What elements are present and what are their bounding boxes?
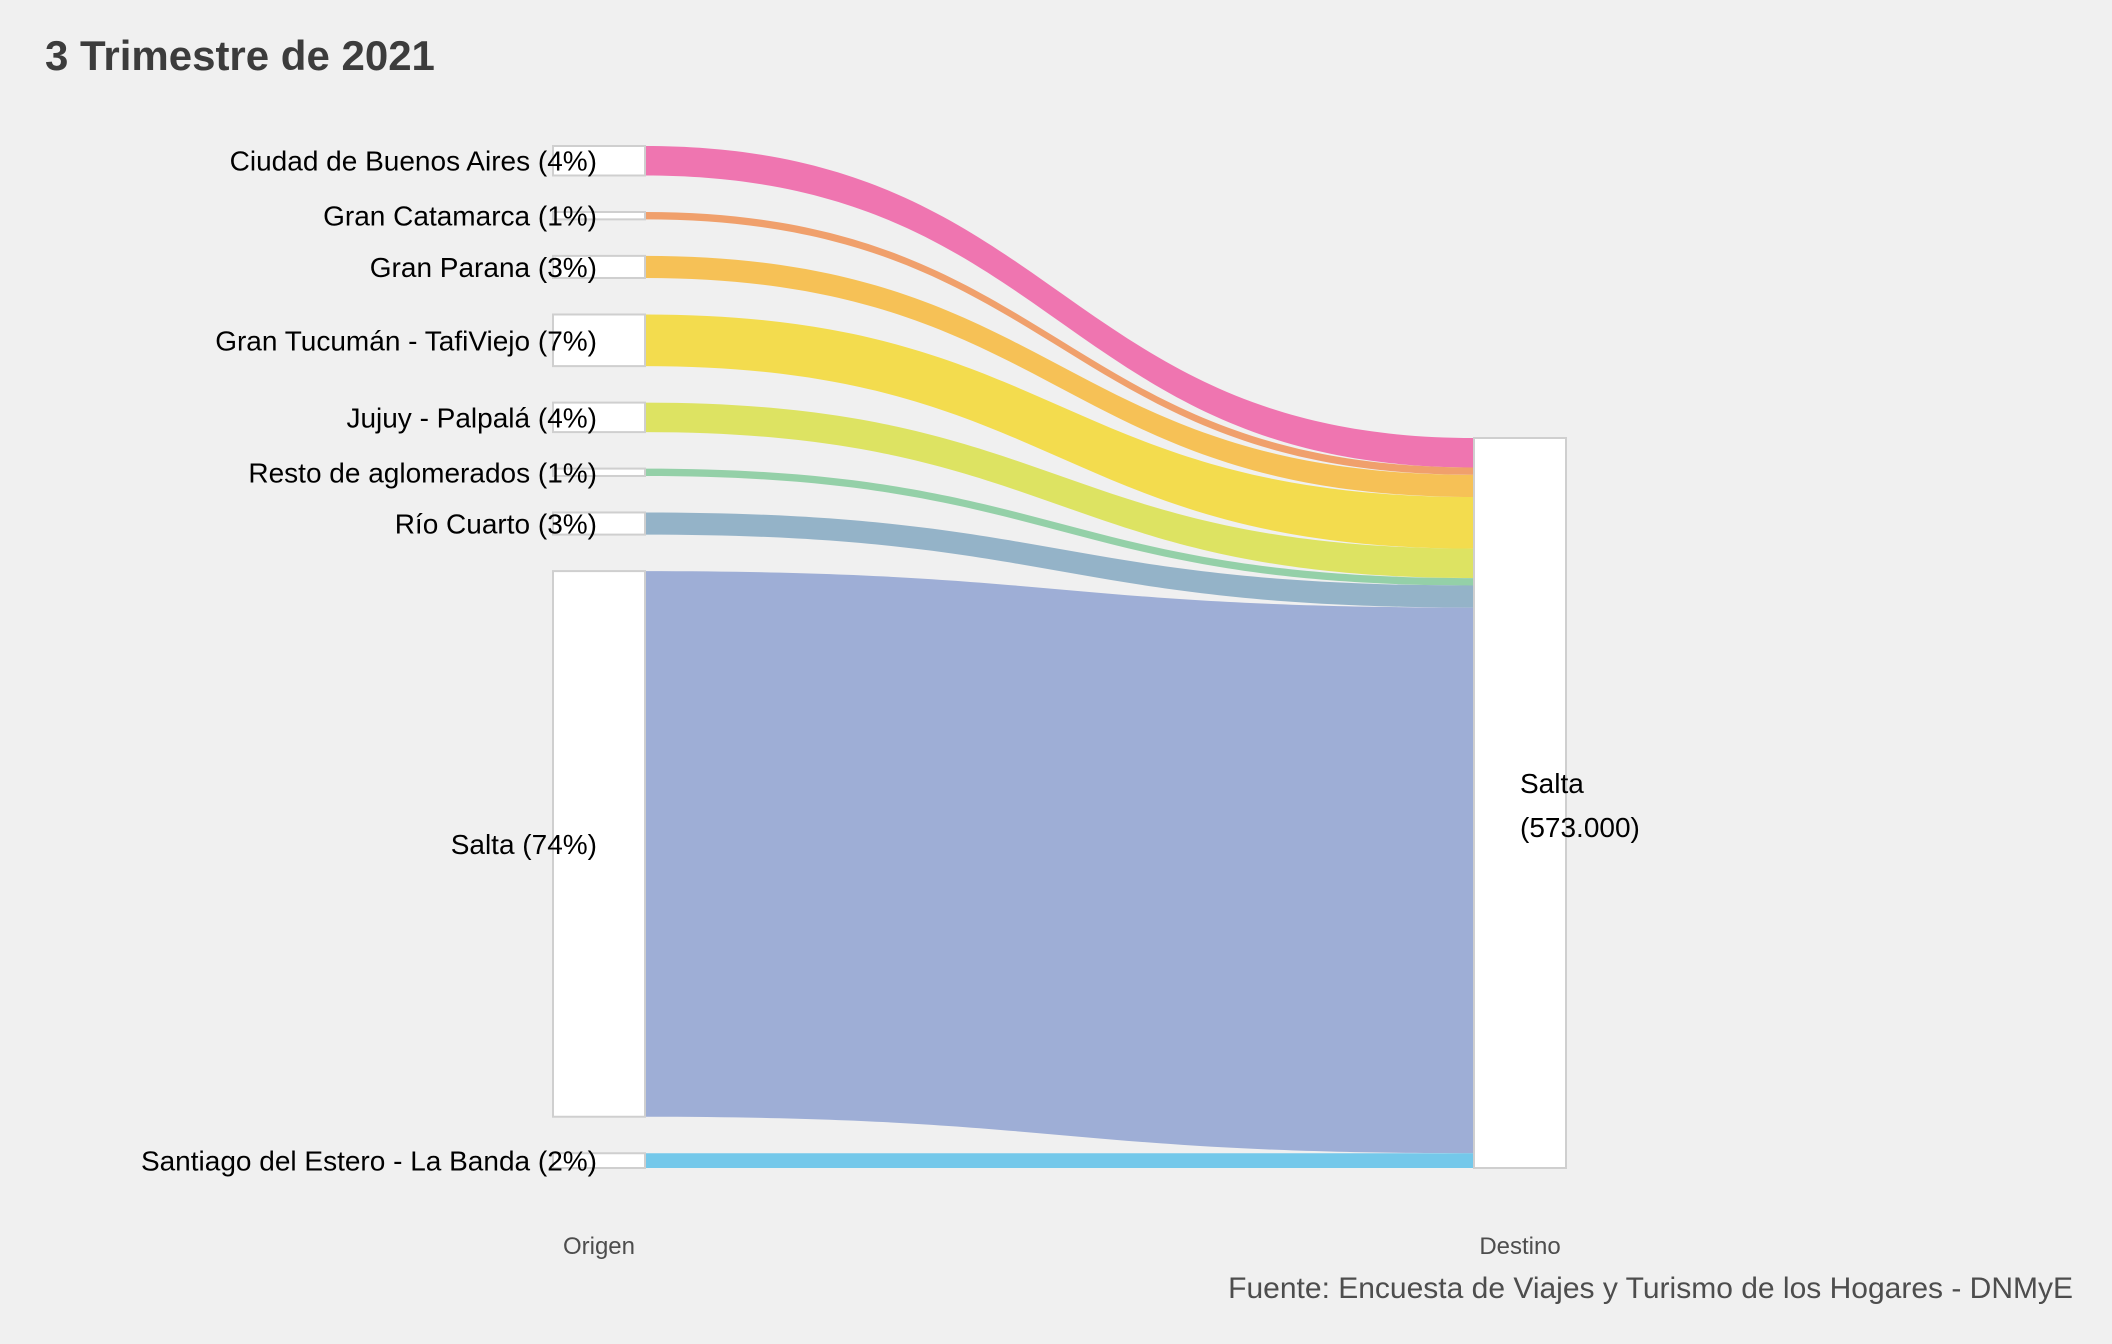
flow-resto-de-aglomerados	[645, 468, 1474, 586]
flow-santiago-del-estero-la-banda	[645, 1153, 1474, 1168]
origin-node-salta	[552, 570, 646, 1118]
origin-label-gran-catamarca: Gran Catamarca (1%)	[323, 201, 597, 232]
destination-label-total: (573.000)	[1520, 812, 1640, 843]
origin-label-resto-de-aglomerados: Resto de aglomerados (1%)	[248, 457, 597, 488]
origin-node-santiago-del-estero-la-banda	[552, 1152, 646, 1170]
origin-node-gran-catamarca	[552, 210, 646, 221]
origin-label-rio-cuarto: Río Cuarto (3%)	[395, 509, 597, 540]
nodes-layer	[552, 145, 1567, 1170]
labels-layer: Ciudad de Buenos Aires (4%) Gran Catamarc…	[141, 146, 1640, 1177]
axis-label-origen: Origen	[563, 1233, 635, 1260]
origin-label-gran-parana: Gran Parana (3%)	[370, 252, 597, 283]
flow-gran-tucuman-tafiviejo	[645, 314, 1474, 549]
chart-title: 3 Trimestre de 2021	[45, 32, 435, 79]
origin-label-ciudad-de-buenos-aires: Ciudad de Buenos Aires (4%)	[230, 146, 597, 177]
origin-label-salta: Salta (74%)	[451, 829, 597, 860]
destination-node-salta	[1473, 437, 1567, 1169]
flows-layer	[645, 146, 1474, 1168]
origin-node-gran-tucuman-tafiviejo	[552, 313, 646, 368]
flow-ciudad-de-buenos-aires	[645, 146, 1474, 468]
flow-rio-cuarto	[645, 512, 1474, 608]
axis-label-destino: Destino	[1479, 1233, 1560, 1260]
destination-label-name: Salta	[1520, 768, 1584, 799]
flow-gran-catamarca	[645, 211, 1474, 475]
origin-node-gran-parana	[552, 254, 646, 279]
origin-node-jujuy-palpala	[552, 401, 646, 434]
origin-node-resto-de-aglomerados	[552, 467, 646, 477]
flow-salta	[645, 571, 1474, 1154]
flow-gran-parana	[645, 255, 1474, 497]
origin-label-jujuy-palpala: Jujuy - Palpalá (4%)	[346, 402, 597, 433]
chart-caption: Fuente: Encuesta de Viajes y Turismo de …	[1228, 1272, 2073, 1305]
flow-jujuy-palpala	[645, 402, 1474, 579]
origin-label-gran-tucuman-tafiviejo: Gran Tucumán - TafiViejo (7%)	[215, 325, 597, 356]
origin-node-ciudad-de-buenos-aires	[552, 145, 646, 177]
origin-node-rio-cuarto	[552, 511, 646, 536]
origin-label-santiago-del-estero-la-banda: Santiago del Estero - La Banda (2%)	[141, 1146, 597, 1177]
